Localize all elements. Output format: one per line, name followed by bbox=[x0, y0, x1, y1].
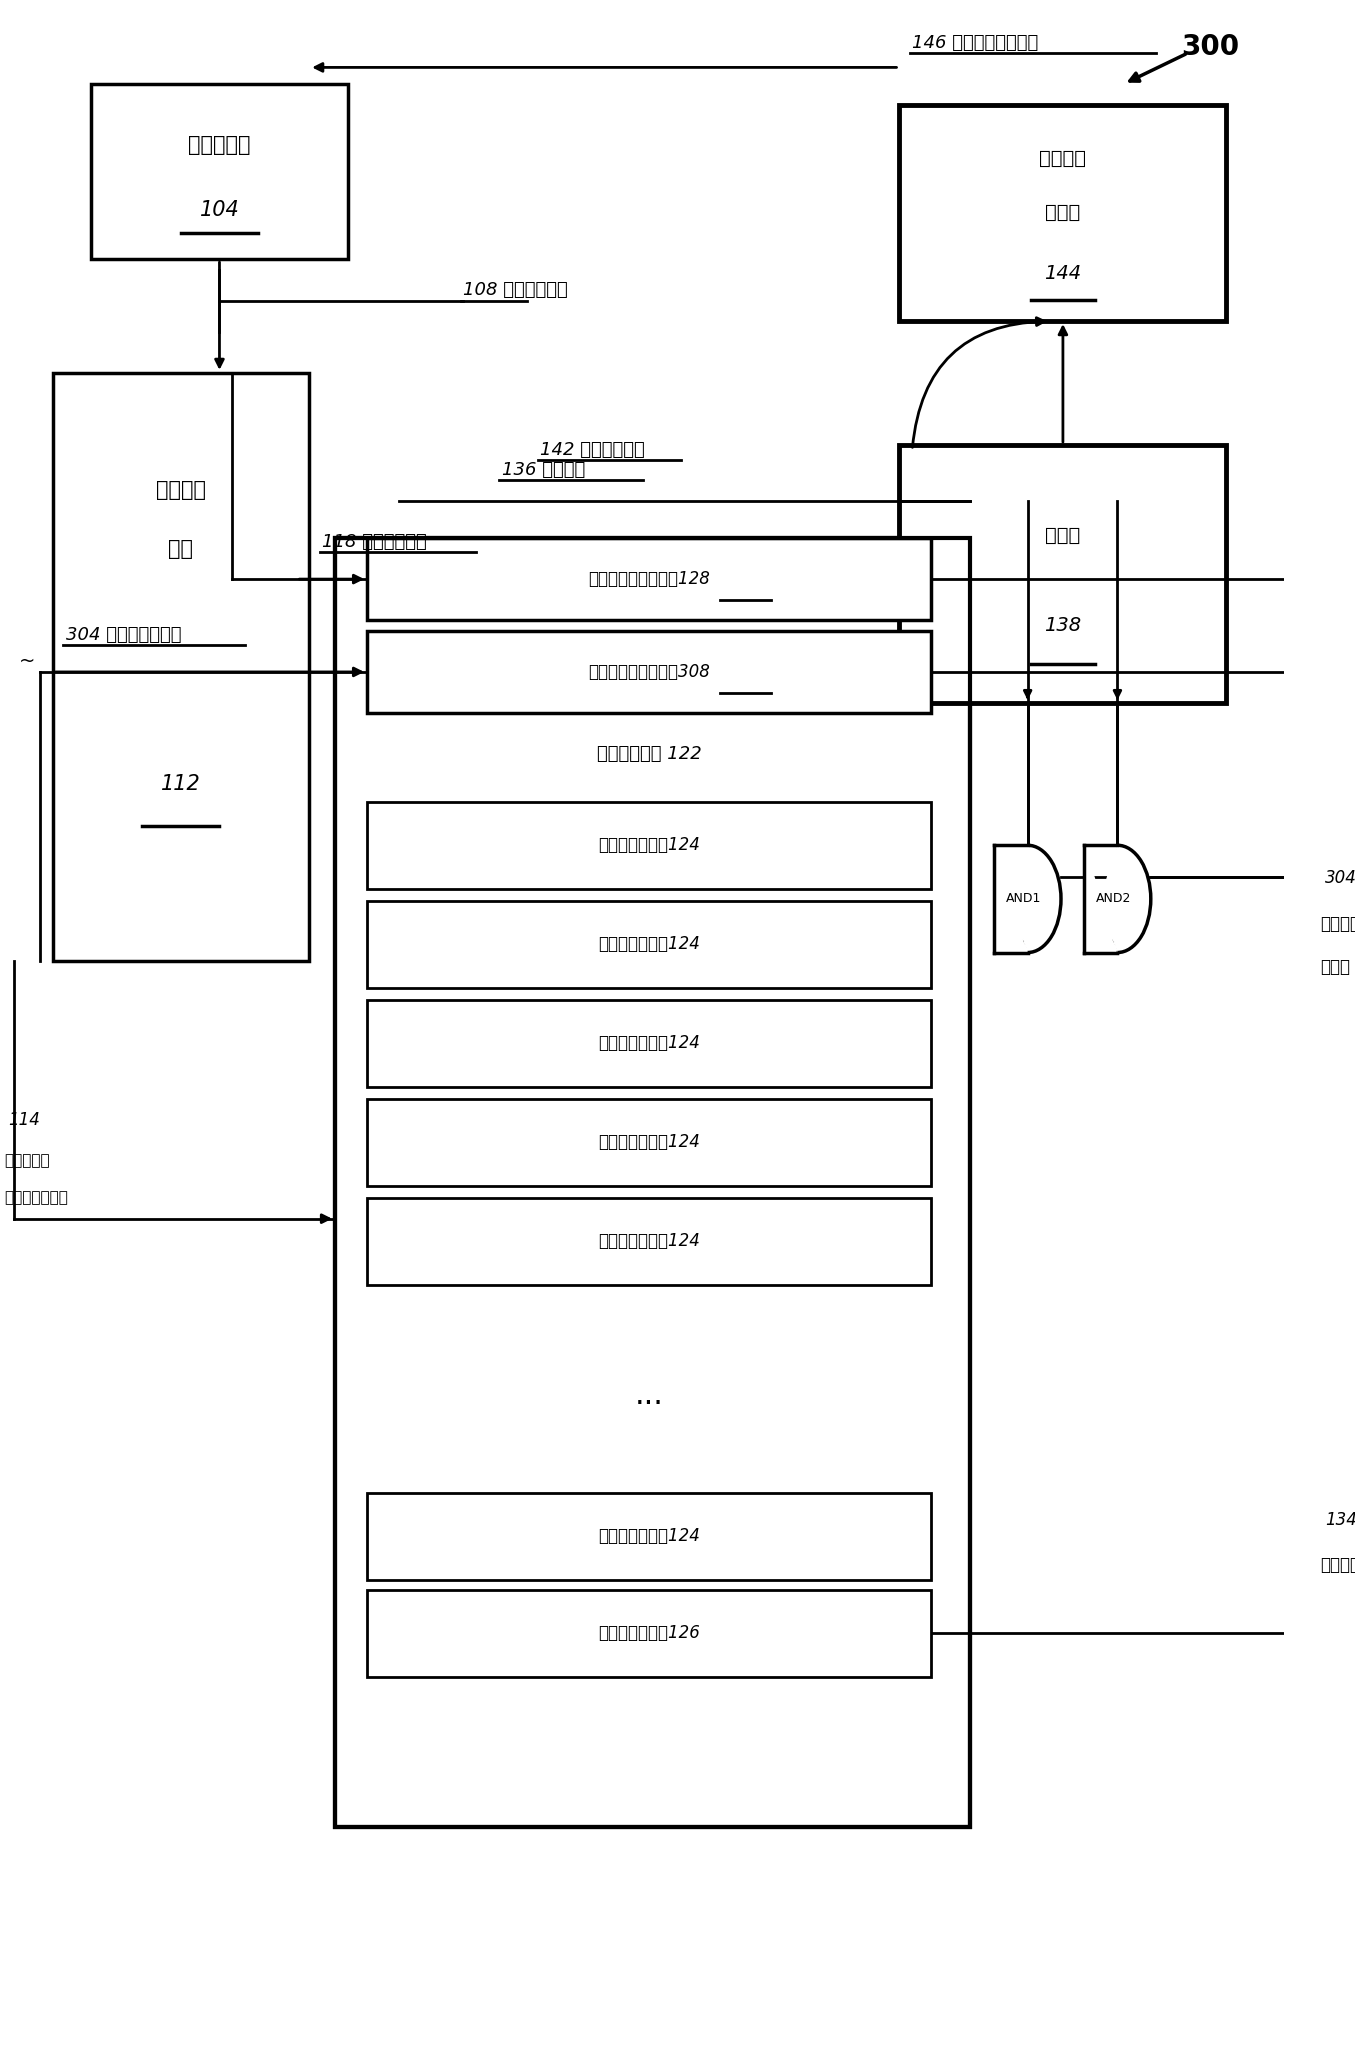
Bar bbox=[900, 444, 1226, 702]
Text: 已执行微码指令124: 已执行微码指令124 bbox=[599, 936, 701, 952]
Polygon shape bbox=[995, 845, 1061, 952]
Text: 304: 304 bbox=[1325, 870, 1355, 886]
Text: AND1: AND1 bbox=[1007, 893, 1042, 905]
Text: 114: 114 bbox=[8, 1112, 39, 1128]
Text: 118 微码指令地址: 118 微码指令地址 bbox=[322, 533, 427, 552]
Text: 更新已执行: 更新已执行 bbox=[4, 1153, 50, 1169]
Bar bbox=[367, 802, 931, 888]
Bar bbox=[367, 901, 931, 988]
Text: 142 地址吻合信号: 142 地址吻合信号 bbox=[541, 442, 645, 459]
Text: 300: 300 bbox=[1182, 33, 1240, 60]
Text: 已执行微码指令124: 已执行微码指令124 bbox=[599, 1233, 701, 1250]
Bar bbox=[367, 1198, 931, 1285]
Bar bbox=[53, 372, 309, 961]
Bar bbox=[335, 537, 970, 1826]
Text: 微码指令遮罩暂存器308: 微码指令遮罩暂存器308 bbox=[588, 663, 710, 682]
Text: 微码存储器: 微码存储器 bbox=[188, 134, 251, 155]
Text: ···: ··· bbox=[634, 1390, 664, 1419]
Text: 微码指令地址暂存器128: 微码指令地址暂存器128 bbox=[588, 570, 710, 589]
Text: 计数器: 计数器 bbox=[1045, 202, 1080, 223]
Text: 多个执行: 多个执行 bbox=[156, 481, 206, 500]
Text: 已执行微码指令124: 已执行微码指令124 bbox=[599, 837, 701, 853]
Text: 304 微码指令遮罩值: 304 微码指令遮罩值 bbox=[65, 626, 182, 645]
Polygon shape bbox=[1084, 845, 1150, 952]
Bar bbox=[335, 537, 970, 1826]
Text: 136 比较地址: 136 比较地址 bbox=[501, 461, 585, 479]
Text: 144: 144 bbox=[1045, 264, 1081, 283]
Text: AND2: AND2 bbox=[1096, 893, 1131, 905]
Text: 遮罩值: 遮罩值 bbox=[1320, 959, 1350, 975]
Bar bbox=[367, 1000, 931, 1087]
Text: 108 多个微码指令: 108 多个微码指令 bbox=[463, 281, 568, 300]
Text: ~: ~ bbox=[19, 653, 35, 671]
Text: 146 地址吻合的计数值: 146 地址吻合的计数值 bbox=[912, 33, 1038, 52]
Bar bbox=[91, 85, 348, 260]
Text: 已执行微码指令124: 已执行微码指令124 bbox=[599, 1134, 701, 1151]
Text: 134: 134 bbox=[1325, 1510, 1355, 1529]
Text: 比较器: 比较器 bbox=[1045, 525, 1080, 545]
Text: 104: 104 bbox=[199, 200, 240, 221]
Text: 已执行微码指令124: 已执行微码指令124 bbox=[599, 1035, 701, 1052]
Bar bbox=[367, 1099, 931, 1186]
Bar bbox=[367, 537, 931, 620]
Text: 地址吻合: 地址吻合 bbox=[1039, 149, 1087, 167]
Bar bbox=[367, 1591, 931, 1678]
Bar bbox=[367, 630, 931, 713]
Text: 138: 138 bbox=[1045, 616, 1081, 634]
Text: 已执行微码指令124: 已执行微码指令124 bbox=[599, 1527, 701, 1545]
Bar bbox=[900, 105, 1226, 320]
Text: 引退地址: 引退地址 bbox=[1320, 1556, 1355, 1574]
Text: 微码指令的状态: 微码指令的状态 bbox=[4, 1190, 68, 1207]
Text: 112: 112 bbox=[161, 775, 201, 795]
Text: 单元: 单元 bbox=[168, 539, 194, 560]
Text: 微码指令: 微码指令 bbox=[1320, 915, 1355, 932]
Bar bbox=[367, 1494, 931, 1580]
Text: 重排序缓冲器 122: 重排序缓冲器 122 bbox=[596, 746, 702, 764]
Text: 被引退微码指令126: 被引退微码指令126 bbox=[599, 1624, 701, 1642]
